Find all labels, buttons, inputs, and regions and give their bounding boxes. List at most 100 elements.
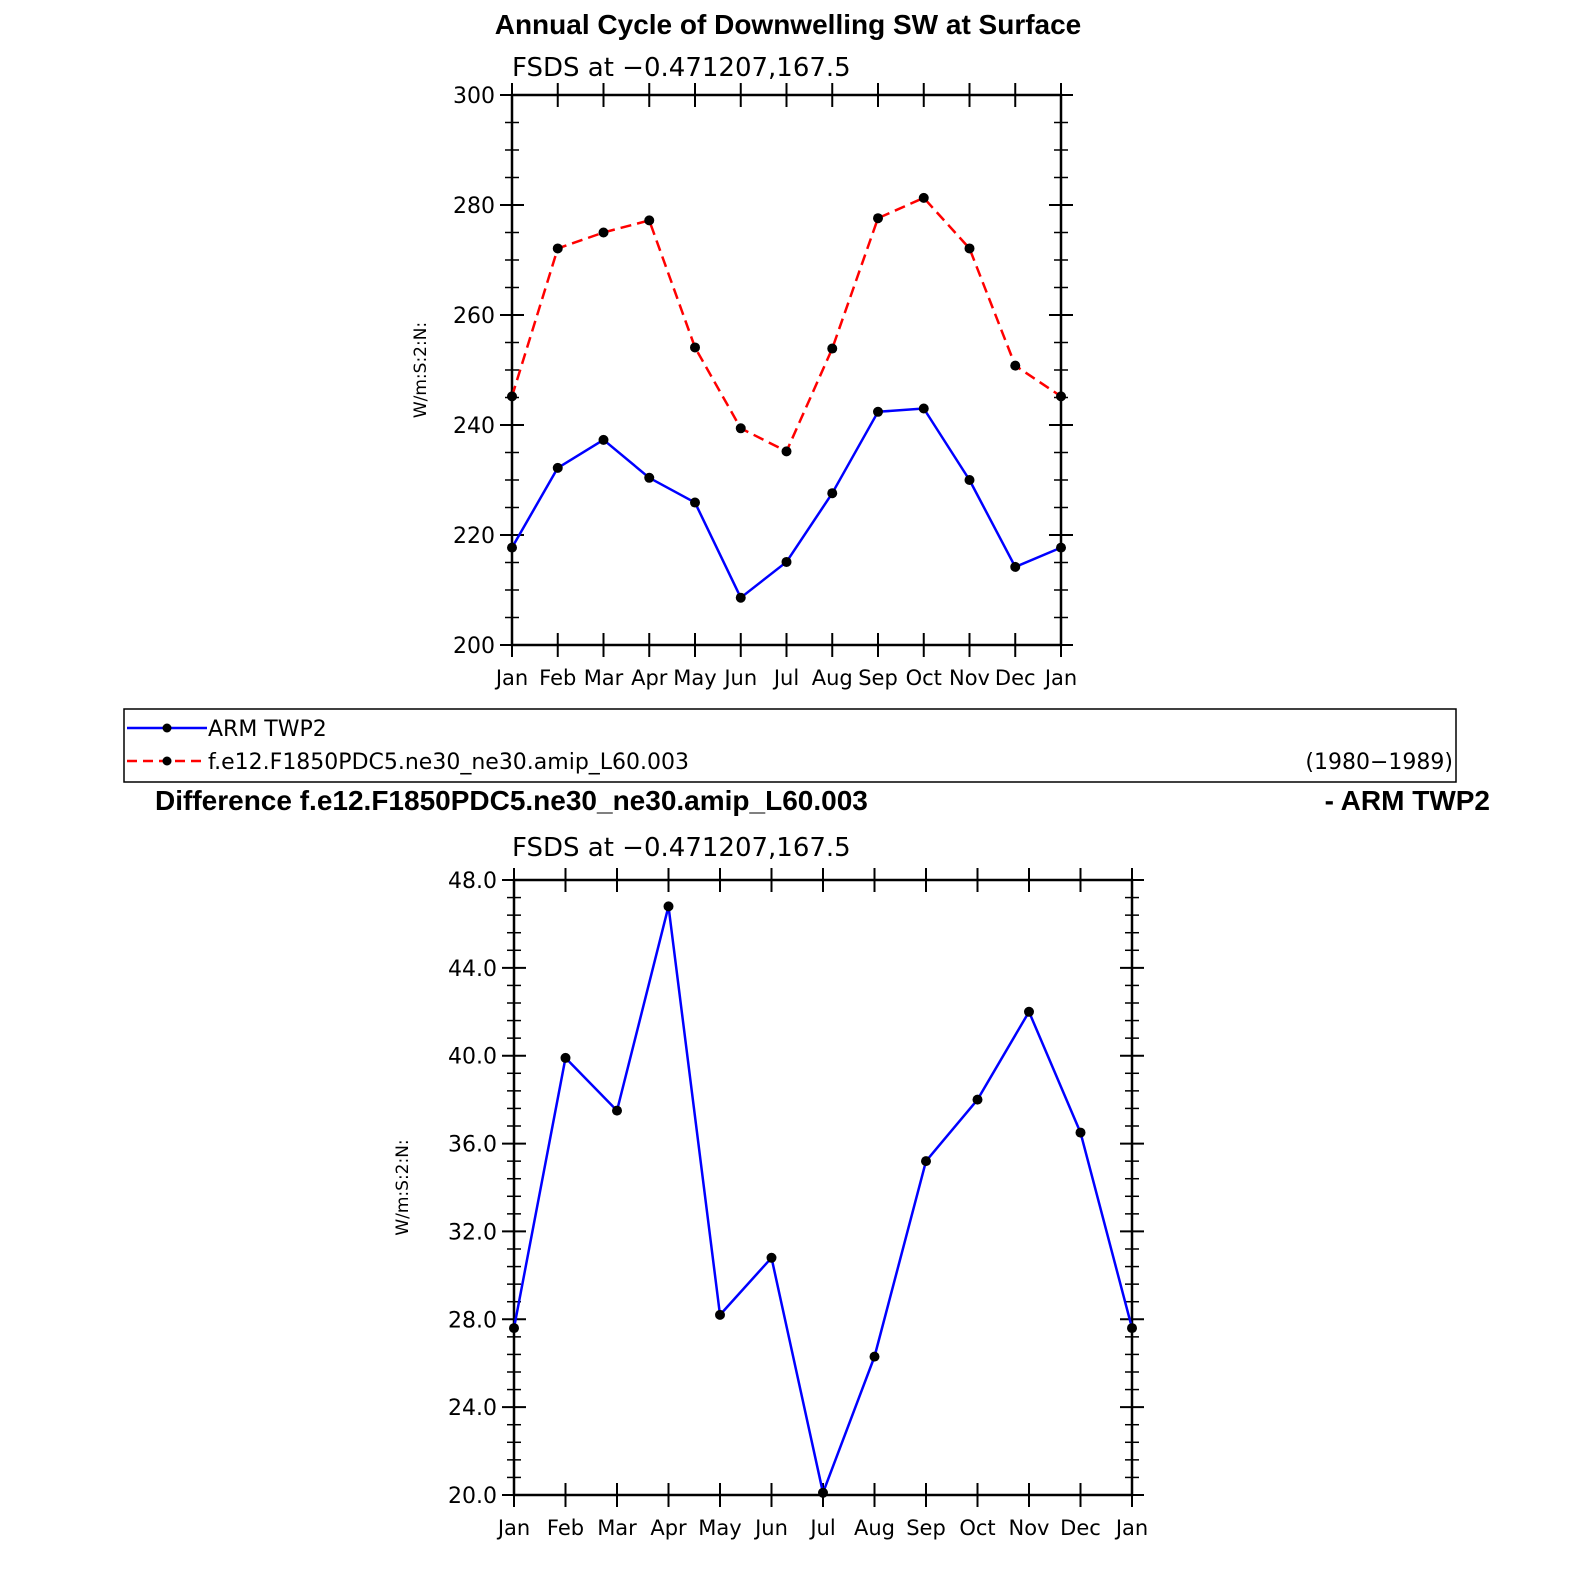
- chart1-x-tick-label: Feb: [539, 666, 576, 690]
- chart1-series-1-point: [827, 488, 838, 499]
- chart2-title-right: - ARM TWP2: [1325, 785, 1490, 816]
- chart1-series-2-point: [873, 213, 883, 224]
- chart1-series-1-point: [690, 497, 700, 508]
- chart1-series-1-point: [1056, 542, 1066, 553]
- legend-box: [123, 708, 1457, 783]
- chart2-x-tick-label: Jul: [808, 1516, 835, 1540]
- chart1-series-1-point: [1010, 561, 1021, 572]
- chart1-series-line-2: [510, 196, 1062, 453]
- chart1-series-2-point: [964, 243, 975, 254]
- chart2-y-tick-label: 28.0: [448, 1308, 497, 1333]
- chart2-y-tick-label: 36.0: [448, 1133, 497, 1158]
- chart1-series-1-point: [873, 406, 883, 417]
- chart1-x-tick-label: Sep: [858, 666, 898, 690]
- chart2-x-tick-label: Feb: [547, 1516, 584, 1540]
- chart2-series-1-point: [766, 1252, 777, 1263]
- chart2-series-1-point: [715, 1309, 725, 1320]
- chart1-y-tick-label: 280: [453, 194, 495, 219]
- chart2-series-1-point: [1075, 1127, 1086, 1138]
- chart2-subtitle: FSDS at −0.471207,167.5: [512, 833, 851, 863]
- chart2-x-tick-label: May: [698, 1516, 741, 1540]
- chart2-y-tick-label: 32.0: [448, 1220, 497, 1245]
- chart2-plot: Jan Feb Mar Apr May Jun Jul Aug Sep Oct Nov Dec Jan 2…: [393, 868, 1148, 1540]
- chart1-series-2-point: [781, 446, 792, 457]
- chart2-series-1-point: [1127, 1323, 1137, 1334]
- chart1-y-tick-label: 300: [453, 84, 495, 109]
- chart1-series-2-point: [1010, 360, 1021, 371]
- legend-label-arm: ARM TWP2: [208, 717, 327, 742]
- chart1-series-2-point: [507, 391, 517, 402]
- chart2-series-1-point: [972, 1094, 983, 1105]
- chart1-x-tick-label: Jul: [772, 666, 799, 690]
- chart2-x-tick-label: Apr: [650, 1516, 687, 1540]
- chart2-y-tick-label: 48.0: [448, 869, 497, 894]
- chart1-y-tick-label: 240: [453, 414, 495, 439]
- chart2-x-tick-label: Nov: [1009, 1516, 1050, 1540]
- chart2-series-line-1: [512, 905, 1134, 1495]
- chart1-series-2-point: [598, 227, 609, 238]
- chart1-series-1-point: [781, 556, 792, 567]
- chart1-series-2-point: [690, 342, 700, 353]
- chart1-series-1-point: [507, 542, 517, 553]
- chart1-x-tick-label: Apr: [631, 666, 668, 690]
- chart2-y-tick-label: 44.0: [448, 957, 497, 982]
- chart1-x-tick-label: Nov: [949, 666, 990, 690]
- chart2-series-1-point: [921, 1156, 931, 1167]
- chart1-series-2-point: [644, 215, 655, 226]
- legend-label-model: f.e12.F1850PDC5.ne30_ne30.amip_L60.003: [208, 750, 689, 775]
- chart2-x-tick-label: Oct: [959, 1516, 995, 1540]
- chart2-series-1-point: [663, 901, 674, 912]
- chart2-title: Difference f.e12.F1850PDC5.ne30_ne30.ami…: [155, 785, 868, 816]
- legend-period: (1980−1989): [1305, 750, 1453, 775]
- chart2-series-1-point: [1024, 1006, 1034, 1017]
- chart1-x-tick-label: Oct: [906, 666, 942, 690]
- chart2-frame: [512, 878, 1134, 1497]
- chart1-series-1-point: [735, 592, 746, 603]
- chart1-series-1-point: [644, 472, 655, 483]
- chart2-series-1-point: [509, 1323, 519, 1334]
- chart1-series-2-point: [918, 192, 929, 203]
- legend-marker-model: [162, 756, 172, 766]
- chart1-y-tick-label: 200: [453, 634, 495, 659]
- legend: ARM TWP2 f.e12.F1850PDC5.ne30_ne30.amip_…: [123, 708, 1457, 783]
- chart2-x-tick-label: Mar: [597, 1516, 637, 1540]
- chart1-y-tick-label: 260: [453, 304, 495, 329]
- chart1-x-tick-label: Jun: [722, 666, 757, 690]
- chart1-x-tick-label: Dec: [995, 666, 1036, 690]
- chart1-series-1-point: [964, 475, 975, 485]
- chart1-series-1-point: [552, 462, 563, 473]
- chart2-x-tick-label: Sep: [906, 1516, 946, 1540]
- chart1-x-tick-label: Aug: [812, 666, 853, 690]
- chart1-plot: Jan Feb Mar Apr May Jun Jul Aug Sep Oct Nov Dec Jan 2…: [411, 83, 1077, 690]
- chart2-y-tick-label: 20.0: [448, 1484, 497, 1509]
- legend-marker-arm: [162, 723, 172, 733]
- chart2-x-tick-label: Dec: [1060, 1516, 1101, 1540]
- chart2-x-tick-label: Aug: [854, 1516, 895, 1540]
- chart2-y-tick-label: 40.0: [448, 1045, 497, 1070]
- chart1-y-tick-label: 220: [453, 524, 495, 549]
- chart2-series-1-point: [818, 1487, 828, 1498]
- chart1-x-tick-label: May: [673, 666, 716, 690]
- chart2-x-tick-label: Jun: [753, 1516, 788, 1540]
- chart1-subtitle: FSDS at −0.471207,167.5: [512, 53, 851, 83]
- chart2-y-tick-label: 24.0: [448, 1396, 497, 1421]
- chart1-y-axis-label: W/m:S:2:N:: [411, 322, 431, 418]
- chart1-series-1-point: [918, 403, 929, 414]
- chart1-x-tick-label: Mar: [584, 666, 624, 690]
- chart1-series-2-point: [735, 423, 746, 434]
- chart2-series-1-point: [869, 1351, 880, 1362]
- chart1-series-2-point: [552, 243, 563, 254]
- chart1-x-tick-label: Jan: [1043, 666, 1077, 690]
- chart2-series-1-point: [560, 1052, 571, 1063]
- chart1-title: Annual Cycle of Downwelling SW at Surfac…: [495, 9, 1082, 40]
- chart2-y-axis-label: W/m:S:2:N:: [393, 1139, 413, 1235]
- chart2-x-tick-label: Jan: [1114, 1516, 1148, 1540]
- chart2-series-1-point: [612, 1105, 622, 1116]
- chart1-series-1-point: [598, 434, 609, 445]
- chart2-x-tick-label: Jan: [496, 1516, 530, 1540]
- chart1-series-line-1: [510, 407, 1062, 599]
- chart1-x-tick-label: Jan: [494, 666, 528, 690]
- chart1-series-2-point: [1056, 391, 1066, 402]
- chart1-series-2-point: [827, 343, 838, 354]
